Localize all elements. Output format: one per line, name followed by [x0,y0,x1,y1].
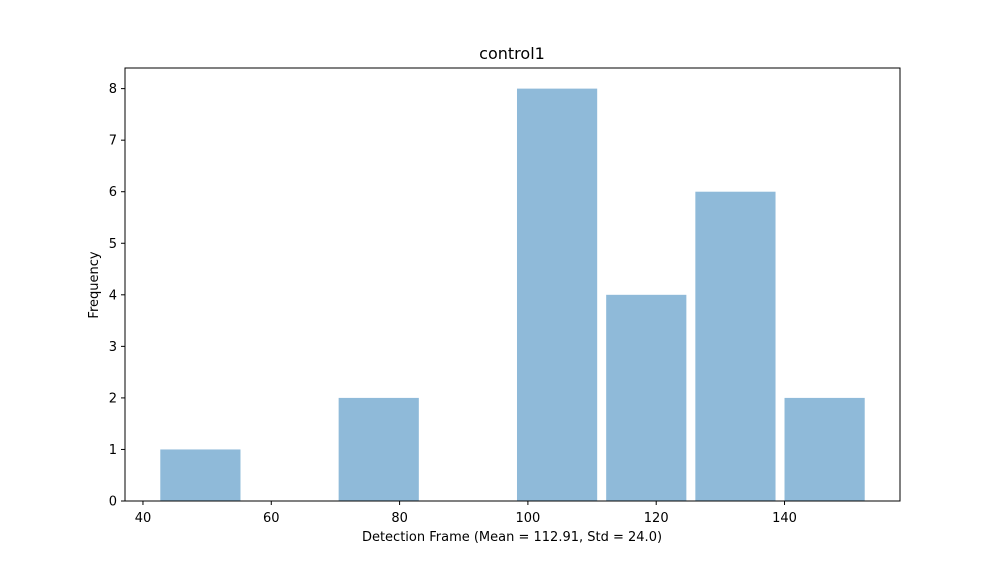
y-tick-label: 8 [109,82,117,97]
y-tick-label: 4 [109,288,117,303]
y-axis-ticks: 0 1 2 3 4 5 6 7 8 [109,82,125,510]
y-tick-label: 1 [109,443,117,458]
x-tick-label: 140 [772,511,797,526]
chart-title: control1 [479,44,545,63]
bars-group [160,88,865,502]
y-tick-label: 7 [109,134,117,149]
x-axis-label: Detection Frame (Mean = 112.91, Std = 24… [362,530,662,545]
x-tick-label: 60 [263,511,280,526]
histogram-bar-1 [160,449,241,501]
histogram-bar-8 [784,397,865,501]
x-tick-label: 120 [644,511,669,526]
plot-frame [124,67,901,502]
x-tick-label: 100 [515,511,540,526]
y-axis-label: Frequency [87,251,102,318]
histogram-bar-3 [338,397,419,501]
x-tick-label: 40 [135,511,152,526]
y-tick-label: 3 [109,340,117,355]
y-tick-label: 6 [109,185,117,200]
y-tick-label: 5 [109,237,117,252]
histogram-bar-6 [606,294,687,501]
y-tick-label: 2 [109,391,117,406]
x-axis-ticks: 40 60 80 100 120 140 [135,501,797,526]
histogram-bar-5 [516,88,598,502]
x-tick-label: 80 [391,511,408,526]
histogram-bar-7 [695,191,776,501]
y-tick-label: 0 [109,495,117,510]
